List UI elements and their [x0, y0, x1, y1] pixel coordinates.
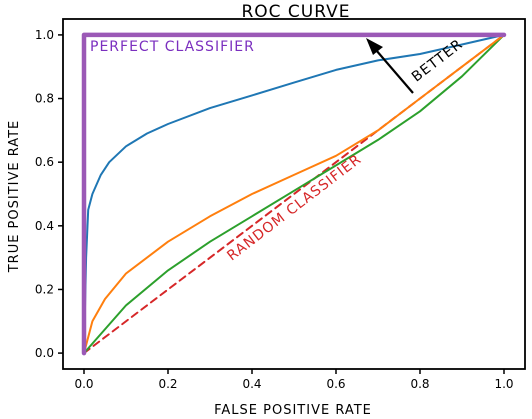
y-tick-label: 0.8: [35, 92, 54, 106]
y-axis-label: TRUE POSITIVE RATE: [7, 120, 22, 274]
perfect-classifier-label: PERFECT CLASSIFIER: [90, 39, 255, 55]
series-line-0: [83, 33, 505, 355]
x-tick-label: 0.4: [242, 377, 261, 391]
series-layer: [81, 32, 507, 356]
x-axis-label: FALSE POSITIVE RATE: [214, 403, 372, 418]
plot-frame: [62, 18, 526, 370]
random-classifier-label: RANDOM CLASSIFIER: [224, 151, 364, 264]
series-line-1: [83, 33, 505, 355]
plot-area: 0.0 0.2 0.4 0.6 0.8 1.0 0.0 0.2 0.4 0.6 0.8 1.0: [35, 18, 526, 391]
x-tick-label: 0.2: [158, 377, 177, 391]
x-tick-label: 0.8: [410, 377, 429, 391]
chart-title: ROC CURVE: [241, 2, 350, 22]
series-line-4: [81, 32, 507, 356]
x-tick-label: 0.0: [74, 377, 93, 391]
y-tick-label: 0.4: [35, 219, 54, 233]
series-line-2: [83, 33, 505, 355]
y-tick-label: 0.6: [35, 155, 54, 169]
y-tick-label: 0.0: [35, 346, 54, 360]
y-tick-label: 1.0: [35, 28, 54, 42]
x-tick-label: 1.0: [494, 377, 513, 391]
tick-layer: 0.0 0.2 0.4 0.6 0.8 1.0 0.0 0.2 0.4 0.6 0.8 1.0: [35, 28, 514, 391]
x-tick-label: 0.6: [326, 377, 345, 391]
better-label: BETTER: [409, 36, 466, 85]
y-tick-label: 0.2: [35, 282, 54, 296]
better-arrow-icon: [366, 38, 414, 94]
